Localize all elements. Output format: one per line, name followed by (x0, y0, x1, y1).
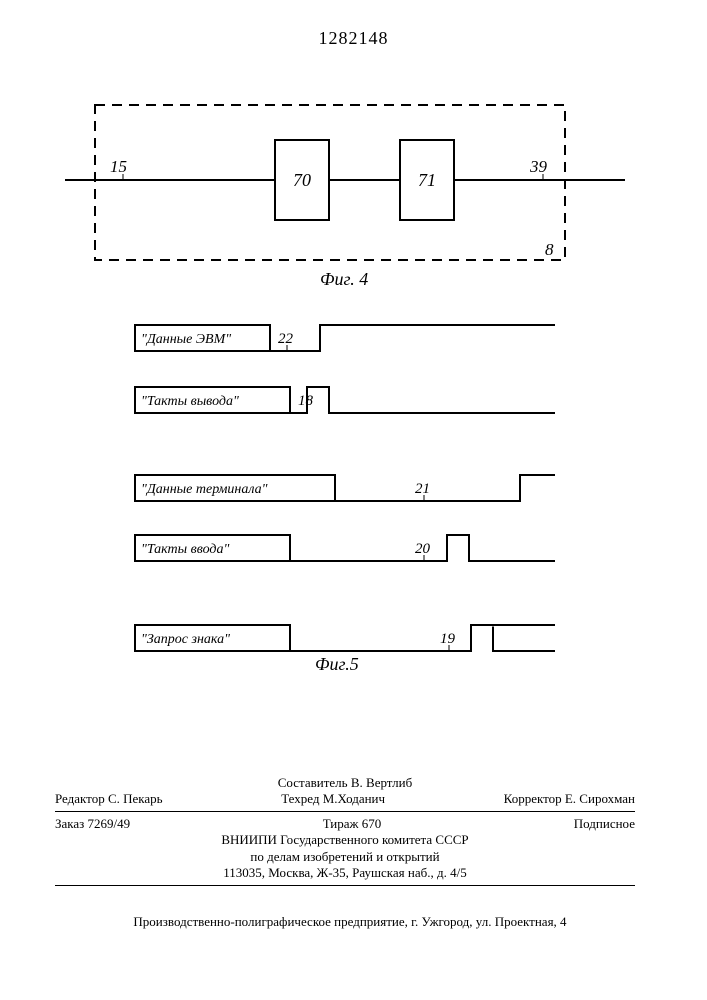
waveform-path (270, 325, 555, 351)
waveform-number: 20 (415, 541, 431, 557)
footer-block: Составитель В. Вертлиб Редактор С. Пекар… (55, 775, 635, 891)
org-line-1: ВНИИПИ Государственного комитета СССР (55, 832, 635, 848)
figure-4: 70 71 15 39 8 Фиг. 4 (95, 105, 635, 300)
block-label-70: 70 (293, 170, 311, 190)
editor-label: Редактор С. Пекарь (55, 791, 163, 807)
figure-5: "Данные ЭВМ" 22 "Такты вывода" 18 "Данные те… (115, 325, 585, 735)
corrector-label: Корректор Е. Сирохман (504, 791, 635, 807)
waveform-label: "Такты ввода" (141, 542, 229, 557)
waveform-path (290, 387, 555, 413)
divider-1 (55, 811, 635, 812)
waveform-label: "Такты вывода" (141, 394, 239, 409)
waveform-number: 22 (278, 331, 294, 347)
waveform-number: 19 (440, 631, 456, 647)
waveform-label: "Данные терминала" (141, 482, 268, 497)
waveform-number: 18 (298, 393, 314, 409)
fig5-caption: Фиг.5 (315, 654, 359, 674)
waveform-path (335, 475, 555, 501)
printing-house-line: Производственно-полиграфическое предприя… (30, 914, 670, 930)
label-15: 15 (110, 157, 127, 176)
order-label: Заказ 7269/49 (55, 816, 130, 832)
tech-label: Техред М.Ходанич (281, 791, 385, 807)
waveform-label: "Данные ЭВМ" (141, 332, 231, 347)
label-39: 39 (529, 157, 548, 176)
fig4-caption: Фиг. 4 (320, 269, 368, 289)
address-line: 113035, Москва, Ж-35, Раушская наб., д. … (55, 865, 635, 881)
compiler-line: Составитель В. Вертлиб (55, 775, 635, 791)
page-root: 1282148 70 71 15 39 8 Фиг. 4 "Данные ЭВМ" 22 "Т… (0, 0, 707, 1000)
block-label-71: 71 (418, 170, 436, 190)
divider-2 (55, 885, 635, 886)
org-line-2: по делам изобретений и открытий (55, 849, 635, 865)
document-number: 1282148 (0, 28, 707, 49)
waveform-number: 21 (415, 481, 430, 497)
subscription-label: Подписное (574, 816, 635, 832)
label-8: 8 (545, 240, 554, 259)
tirazh-label: Тираж 670 (323, 816, 382, 832)
waveform-path (290, 625, 555, 651)
waveform-label: "Запрос знака" (141, 632, 230, 647)
